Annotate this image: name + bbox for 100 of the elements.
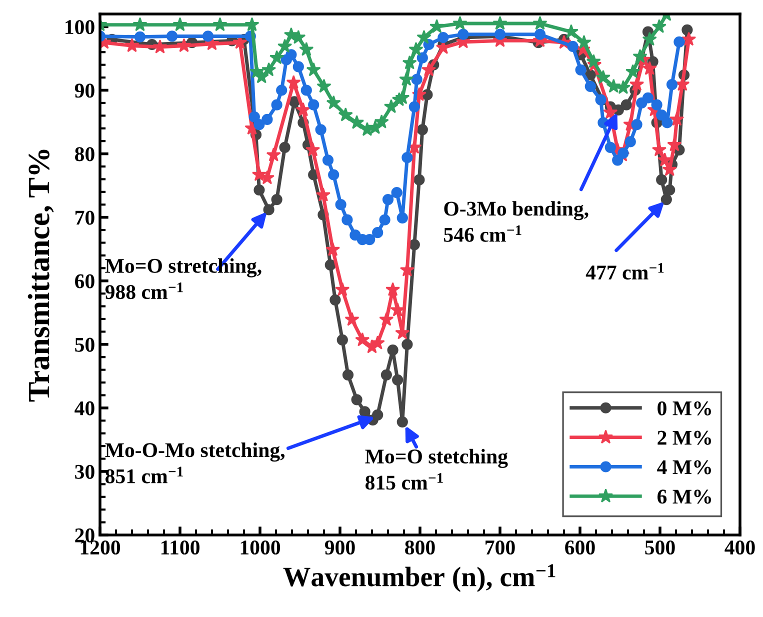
point	[299, 42, 314, 56]
point	[660, 194, 672, 206]
point	[252, 167, 266, 182]
point	[152, 39, 168, 54]
point	[382, 194, 394, 206]
point	[300, 84, 312, 96]
point	[254, 184, 265, 196]
point	[674, 36, 685, 48]
point	[350, 115, 364, 129]
point	[328, 169, 340, 180]
point	[642, 61, 657, 75]
point	[402, 152, 413, 164]
point	[667, 137, 682, 152]
point	[399, 72, 414, 86]
x-tick-label: 800	[405, 540, 435, 555]
point	[534, 28, 546, 40]
point	[244, 17, 260, 32]
x-tick-label: 600	[565, 540, 595, 555]
point	[422, 62, 436, 76]
y-tick-label: 100	[66, 20, 94, 34]
point	[675, 76, 690, 91]
point	[166, 30, 178, 42]
point	[336, 334, 348, 346]
point	[263, 204, 274, 216]
point	[279, 142, 290, 153]
point	[576, 34, 592, 49]
y-tick-label: 70	[75, 210, 94, 225]
x-tick-label: 1200	[80, 540, 120, 555]
point	[596, 70, 610, 84]
point	[372, 409, 384, 420]
point	[132, 17, 148, 32]
point	[642, 32, 657, 46]
point	[262, 114, 273, 126]
point	[411, 74, 422, 85]
point	[316, 187, 330, 202]
point	[379, 312, 394, 326]
point	[278, 38, 292, 53]
legend-label: 2 M%	[658, 430, 711, 445]
point	[134, 31, 146, 42]
point	[612, 154, 624, 166]
point	[575, 64, 586, 76]
y-tick-label: 50	[75, 338, 94, 352]
point	[604, 142, 616, 153]
point	[286, 74, 301, 89]
point	[392, 374, 404, 386]
point	[662, 117, 673, 128]
legend-label: 4 M%	[657, 460, 711, 474]
point	[351, 394, 362, 406]
point	[682, 24, 693, 36]
y-axis-title: Transmittance, T%	[28, 150, 54, 402]
point	[666, 78, 678, 90]
point	[452, 16, 468, 30]
point	[335, 282, 350, 296]
point	[396, 212, 408, 224]
point	[379, 214, 390, 226]
point	[344, 312, 360, 326]
point	[567, 40, 578, 52]
point	[532, 16, 548, 30]
y-tick-label: 30	[75, 464, 94, 479]
annotation: 477 cm$^{−1}$	[586, 263, 664, 280]
point	[324, 259, 336, 271]
y-tick-label: 40	[74, 401, 94, 416]
point	[416, 52, 428, 64]
annotation: Mo-O-Mo stetching, 851 cm$^{−1}$	[105, 442, 285, 484]
point	[254, 118, 265, 130]
x-tick-label: 400	[724, 540, 755, 555]
point	[326, 95, 341, 110]
point	[652, 19, 666, 34]
point	[658, 152, 672, 166]
point	[618, 148, 629, 159]
point	[386, 282, 400, 296]
point	[414, 174, 425, 186]
point	[335, 199, 346, 210]
point	[322, 154, 334, 166]
point	[408, 239, 420, 250]
point	[624, 136, 636, 148]
point	[662, 162, 677, 176]
point	[402, 338, 413, 350]
annotation: O-3Mo bending, 546 cm$^{−1}$	[444, 201, 588, 242]
point	[438, 32, 449, 44]
point	[202, 30, 214, 42]
point	[395, 90, 410, 104]
point	[248, 111, 260, 122]
point	[306, 142, 320, 156]
point	[315, 124, 326, 136]
point	[632, 48, 648, 63]
y-tick-label: 90	[74, 84, 94, 98]
point	[212, 17, 228, 32]
point	[271, 194, 282, 206]
point	[492, 16, 508, 30]
point	[262, 62, 276, 76]
annotation: Mo=O stetching 815 cm$^{−1}$	[365, 448, 508, 490]
point	[408, 42, 424, 56]
point	[359, 406, 370, 418]
point	[664, 184, 676, 196]
point	[606, 78, 621, 93]
point	[384, 99, 398, 114]
point	[176, 38, 192, 52]
y-tick-label: 80	[75, 147, 94, 162]
point	[416, 30, 432, 44]
